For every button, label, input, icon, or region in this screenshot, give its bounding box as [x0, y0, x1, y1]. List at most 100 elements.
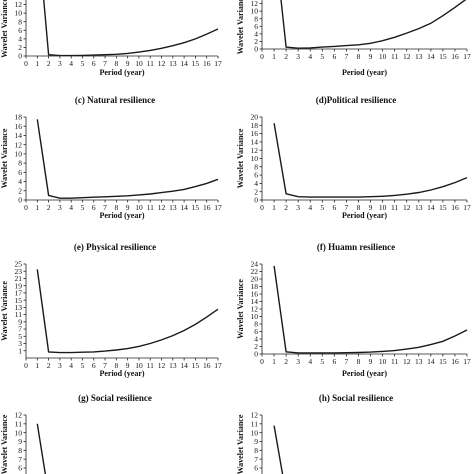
x-tick-label: 7 [345, 357, 349, 366]
y-tick-label: 5 [18, 332, 22, 341]
y-tick-label: 2 [254, 37, 258, 46]
x-axis-label: Period (year) [99, 369, 144, 378]
y-tick-label: 12 [15, 140, 23, 149]
y-tick-label: 21 [15, 274, 23, 283]
y-tick-label: 11 [15, 310, 22, 319]
x-tick-label: 8 [114, 361, 118, 370]
y-tick-label: 8 [254, 162, 258, 171]
x-tick-label: 4 [308, 52, 312, 61]
x-tick-label: 3 [296, 203, 300, 212]
x-tick-label: 1 [272, 52, 276, 61]
x-tick-label: 7 [103, 361, 107, 370]
x-tick-label: 4 [69, 203, 73, 212]
y-tick-label: 23 [15, 267, 23, 276]
y-tick-label: 0 [254, 45, 258, 54]
x-tick-label: 11 [147, 59, 154, 68]
y-tick-label: 25 [15, 260, 23, 269]
y-tick-label: 14 [251, 138, 259, 147]
x-tick-label: 1 [35, 59, 39, 68]
x-tick-label: 12 [158, 361, 166, 370]
y-tick-label: 10 [251, 154, 259, 163]
x-tick-label: 16 [451, 357, 459, 366]
x-tick-label: 10 [135, 59, 143, 68]
y-tick-label: 12 [15, 0, 23, 9]
y-tick-label: 0 [18, 196, 22, 205]
x-tick-label: 8 [114, 203, 118, 212]
y-tick-label: 7 [254, 455, 258, 464]
x-tick-label: 1 [35, 203, 39, 212]
x-tick-label: 0 [260, 52, 264, 61]
y-tick-label: 16 [251, 129, 259, 138]
x-tick-label: 3 [296, 357, 300, 366]
panel-title: (c) Natural resilience [75, 95, 155, 105]
x-tick-label: 11 [147, 203, 154, 212]
y-tick-label: 8 [18, 446, 22, 455]
x-tick-label: 0 [260, 357, 264, 366]
x-tick-label: 17 [214, 59, 222, 68]
y-tick-label: 8 [18, 159, 22, 168]
y-tick-label: 10 [15, 428, 23, 437]
x-tick-label: 10 [135, 361, 143, 370]
series-line [36, 269, 219, 354]
x-tick-label: 7 [345, 203, 349, 212]
panel-title: (f) Huamn resilience [317, 242, 395, 252]
y-tick-label: 10 [251, 428, 259, 437]
y-tick-label: 4 [18, 177, 22, 186]
y-tick-label: 4 [18, 34, 22, 43]
x-tick-label: 6 [92, 203, 96, 212]
x-tick-label: 2 [284, 203, 288, 212]
panel-title: (e) Physical resilience [74, 242, 156, 252]
x-tick-label: 9 [369, 203, 373, 212]
x-tick-label: 0 [24, 361, 28, 370]
x-tick-label: 0 [260, 203, 264, 212]
y-tick-label: 20 [251, 275, 259, 284]
y-tick-label: 9 [254, 437, 258, 446]
x-tick-label: 6 [92, 59, 96, 68]
y-tick-label: 18 [251, 282, 259, 291]
x-tick-label: 16 [451, 203, 459, 212]
y-axis-label: Wavelet Variance [236, 414, 245, 474]
x-tick-label: 8 [114, 59, 118, 68]
x-tick-label: 9 [369, 52, 373, 61]
y-tick-label: 10 [251, 7, 259, 16]
x-tick-label: 12 [403, 203, 411, 212]
x-tick-label: 5 [320, 52, 324, 61]
y-tick-label: 18 [15, 113, 23, 122]
x-tick-label: 12 [403, 357, 411, 366]
x-tick-label: 16 [203, 59, 211, 68]
y-tick-label: 1 [18, 346, 22, 355]
x-tick-label: 11 [391, 203, 398, 212]
x-tick-label: 2 [47, 59, 51, 68]
y-axis-label: Wavelet Variance [236, 279, 245, 339]
x-tick-label: 10 [135, 203, 143, 212]
y-tick-label: 3 [18, 339, 22, 348]
series-line [280, 0, 467, 49]
x-tick-label: 13 [415, 357, 423, 366]
x-tick-label: 8 [357, 203, 361, 212]
chart-panel-6: 0 1 2 3 4 5 6 7 8 9 10 11 12 13 14 15 16 1702468101214161… [236, 242, 471, 378]
x-tick-label: 11 [147, 361, 154, 370]
y-tick-label: 6 [254, 327, 258, 336]
x-tick-label: 0 [24, 203, 28, 212]
y-tick-label: 2 [18, 186, 22, 195]
x-tick-label: 3 [58, 361, 62, 370]
y-tick-label: 10 [15, 149, 23, 158]
x-tick-label: 15 [192, 361, 200, 370]
x-tick-label: 8 [357, 357, 361, 366]
x-tick-label: 4 [69, 59, 73, 68]
x-axis-label: Period (year) [99, 68, 144, 77]
x-tick-label: 10 [379, 357, 387, 366]
y-axis-label: Wavelet Variance [0, 128, 9, 188]
x-tick-label: 14 [427, 203, 435, 212]
x-tick-label: 14 [180, 59, 188, 68]
series-line [36, 423, 47, 474]
panel-title: (g) Social resilience [78, 393, 152, 403]
x-tick-label: 17 [463, 52, 471, 61]
x-tick-label: 14 [180, 203, 188, 212]
x-tick-label: 6 [332, 357, 336, 366]
y-tick-label: 12 [251, 411, 259, 420]
y-tick-label: 6 [254, 464, 258, 473]
x-tick-label: 9 [369, 357, 373, 366]
y-tick-label: 19 [15, 281, 23, 290]
y-tick-label: 6 [18, 464, 22, 473]
